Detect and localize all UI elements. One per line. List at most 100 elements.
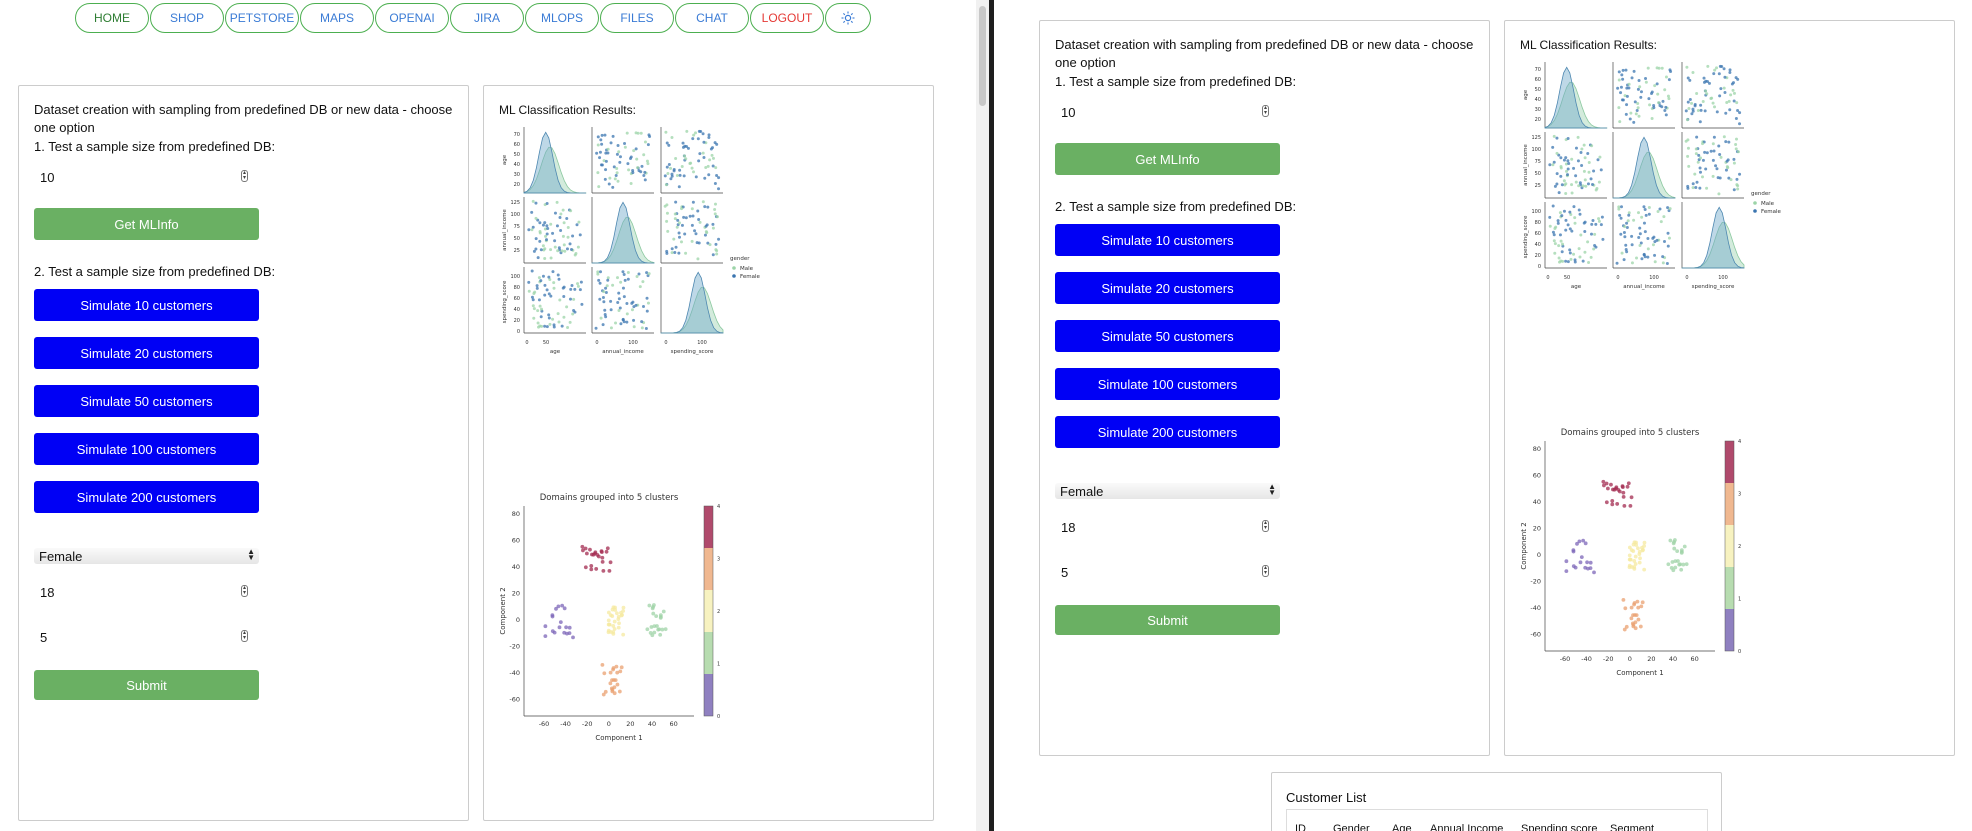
sample-size-input[interactable]: 10 ▴ ▾ xyxy=(1061,104,1269,120)
scatter-point xyxy=(1597,217,1601,221)
scatter-point xyxy=(1662,215,1666,219)
scatter-point xyxy=(605,284,609,288)
stepper-icon[interactable]: ▴ ▾ xyxy=(1262,520,1269,532)
cluster-point xyxy=(1632,565,1637,569)
nav-logout[interactable]: LOGOUT xyxy=(750,3,824,33)
nav-mlops[interactable]: MLOPS xyxy=(525,3,599,33)
scatter-point xyxy=(1725,159,1729,163)
get-mlinfo-button[interactable]: Get MLInfo xyxy=(1055,143,1280,175)
nav-files[interactable]: FILES xyxy=(600,3,674,33)
scatter-point xyxy=(711,253,715,257)
submit-button[interactable]: Submit xyxy=(34,670,259,700)
stepper-icon[interactable]: ▴ ▾ xyxy=(1262,105,1269,117)
scatter-point xyxy=(1653,260,1657,264)
tick-label: 3 xyxy=(717,557,720,563)
sample-size-input[interactable]: 10 ▴ ▾ xyxy=(40,169,248,185)
scatter-point xyxy=(1650,90,1654,94)
tick-label: 0 xyxy=(516,616,520,624)
scatter-point xyxy=(1668,207,1672,211)
scatter-point xyxy=(596,135,600,139)
left-scrollbar[interactable] xyxy=(976,0,989,831)
scatter-point xyxy=(1687,164,1691,168)
scatter-point xyxy=(560,324,564,328)
scatter-point xyxy=(1578,181,1582,185)
axis-label: annual_income xyxy=(1623,284,1665,290)
stepper-icon[interactable]: ▴ ▾ xyxy=(241,170,248,182)
scatter-point xyxy=(544,234,548,238)
scatter-point xyxy=(580,302,584,306)
stepper-icon[interactable]: ▴ ▾ xyxy=(241,585,248,597)
scatter-point xyxy=(694,175,698,179)
simulate-100-button[interactable]: Simulate 100 customers xyxy=(1055,368,1280,400)
simulate-10-button[interactable]: Simulate 10 customers xyxy=(34,289,259,321)
scatter-point xyxy=(1709,97,1713,101)
simulate-50-button[interactable]: Simulate 50 customers xyxy=(1055,320,1280,352)
scatter-point xyxy=(1730,82,1734,86)
gender-select[interactable]: Female ▲ ▼ xyxy=(1055,483,1280,499)
scrollbar-thumb[interactable] xyxy=(979,6,986,106)
nav-jira[interactable]: JIRA xyxy=(450,3,524,33)
scatter-point xyxy=(1717,144,1721,148)
scatter-point xyxy=(1727,176,1731,180)
scatter-point xyxy=(1691,182,1695,186)
count-input[interactable]: 5 ▴ ▾ xyxy=(1061,564,1269,580)
stepper-icon[interactable]: ▴ ▾ xyxy=(1262,565,1269,577)
scatter-point xyxy=(707,173,711,177)
form-title: Dataset creation with sampling from pred… xyxy=(1055,37,1474,70)
simulate-100-button[interactable]: Simulate 100 customers xyxy=(34,433,259,465)
scatter-point xyxy=(1576,159,1580,163)
simulate-200-button[interactable]: Simulate 200 customers xyxy=(1055,416,1280,448)
pane-divider[interactable] xyxy=(989,0,994,831)
gender-select[interactable]: Female ▲ ▼ xyxy=(34,548,259,564)
submit-button[interactable]: Submit xyxy=(1055,605,1280,635)
scatter-point xyxy=(617,291,621,295)
nav-petstore[interactable]: PETSTORE xyxy=(225,3,299,33)
scatter-point xyxy=(663,174,667,178)
stepper-icon[interactable]: ▴ ▾ xyxy=(241,630,248,642)
cluster-point xyxy=(1632,601,1637,605)
scatter-point xyxy=(664,130,668,134)
theme-toggle-button[interactable] xyxy=(825,3,871,33)
nav-openai[interactable]: OPENAI xyxy=(375,3,449,33)
cluster-point xyxy=(1666,562,1671,567)
get-mlinfo-button[interactable]: Get MLInfo xyxy=(34,208,259,240)
nav-chat[interactable]: CHAT xyxy=(675,3,749,33)
tick-label: 40 xyxy=(1669,655,1677,663)
scatter-point xyxy=(1598,155,1602,159)
cluster-point xyxy=(601,692,606,697)
scatter-point xyxy=(1686,154,1690,158)
scatter-point xyxy=(1628,117,1632,121)
scatter-point xyxy=(531,225,535,229)
age-input[interactable]: 18 ▴ ▾ xyxy=(40,584,248,600)
simulate-200-button[interactable]: Simulate 200 customers xyxy=(34,481,259,513)
count-input[interactable]: 5 ▴ ▾ xyxy=(40,629,248,645)
scatter-point xyxy=(1570,229,1574,233)
axis-label: age xyxy=(1523,89,1529,100)
cluster-point xyxy=(564,625,569,630)
legend-label: Female xyxy=(740,274,761,280)
cluster-point xyxy=(1635,599,1640,604)
cluster-point xyxy=(609,686,614,691)
scatter-point xyxy=(1595,187,1599,191)
scatter-point xyxy=(1698,186,1702,190)
scatter-point xyxy=(1621,68,1625,72)
scatter-point xyxy=(549,222,553,226)
simulate-50-button[interactable]: Simulate 50 customers xyxy=(34,385,259,417)
simulate-20-button[interactable]: Simulate 20 customers xyxy=(1055,272,1280,304)
nav-home[interactable]: HOME xyxy=(75,3,149,33)
scatter-point xyxy=(1624,112,1628,116)
scatter-point xyxy=(531,298,535,302)
simulate-10-button[interactable]: Simulate 10 customers xyxy=(1055,224,1280,256)
tick-label: 50 xyxy=(514,152,520,158)
scatter-point xyxy=(665,249,669,253)
simulate-20-button[interactable]: Simulate 20 customers xyxy=(34,337,259,369)
scatter-point xyxy=(1551,204,1555,208)
cluster-point xyxy=(658,632,663,637)
tick-label: 80 xyxy=(512,510,520,518)
cluster-point xyxy=(603,689,608,694)
age-input[interactable]: 18 ▴ ▾ xyxy=(1061,519,1269,535)
cluster-point xyxy=(616,617,621,622)
nav-shop[interactable]: SHOP xyxy=(150,3,224,33)
nav-maps[interactable]: MAPS xyxy=(300,3,374,33)
scatter-point xyxy=(631,169,635,173)
